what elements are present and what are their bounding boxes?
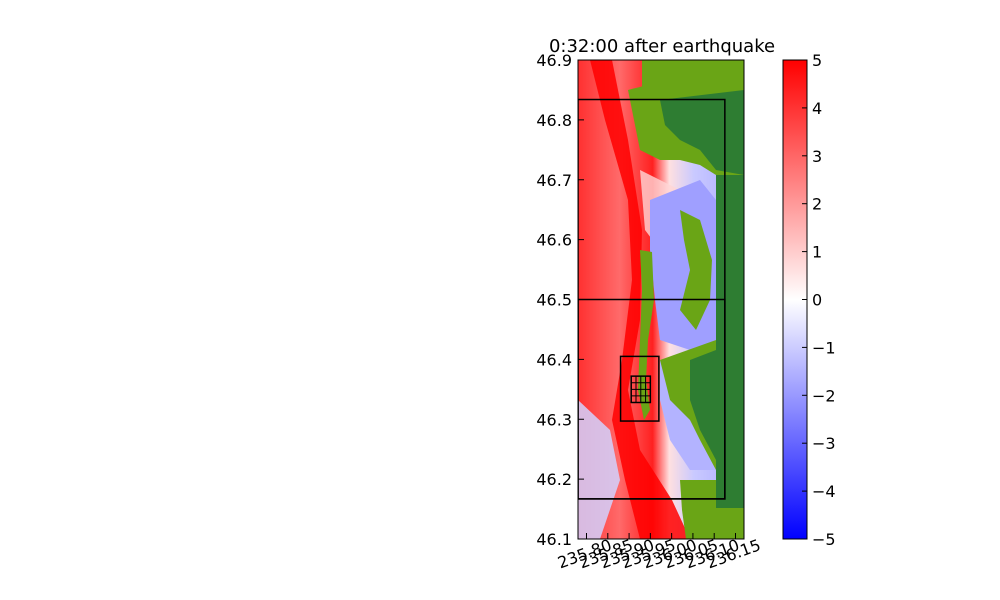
colorbar-tick-label: 2 xyxy=(812,195,822,214)
colorbar-tick-label: 0 xyxy=(812,291,822,310)
y-tick-label: 46.3 xyxy=(536,410,572,429)
y-tick-label: 46.6 xyxy=(536,231,572,250)
fine-grid xyxy=(631,376,651,403)
chart-title: 0:32:00 after earthquake xyxy=(549,36,775,57)
x-axis: 235.80235.85235.90235.95236.00236.05236.… xyxy=(555,533,763,572)
y-tick-label: 46.7 xyxy=(536,171,572,190)
colorbar-tick-label: −3 xyxy=(812,434,836,453)
refinement-region-2 xyxy=(578,298,726,500)
y-tick-label: 46.9 xyxy=(536,51,572,70)
colorbar-tick-label: 4 xyxy=(812,99,822,118)
colorbar-tick-label: −4 xyxy=(812,482,836,501)
land-coarse-bottom-dark xyxy=(716,480,744,508)
land-south-forest xyxy=(690,350,716,460)
colorbar-tick-label: 1 xyxy=(812,243,822,262)
land-long-beach xyxy=(638,250,654,420)
refinement-region-3 xyxy=(619,355,660,422)
colorbar-axis: 5 4 3 2 1 0 −1 −2 −3 −4 −5 xyxy=(802,51,836,549)
y-axis: 46.1 46.2 46.3 46.4 46.5 46.6 46.7 46.8 46.9 xyxy=(536,51,584,549)
colorbar-tick-label: 3 xyxy=(812,147,822,166)
land-north-forest xyxy=(660,90,744,175)
y-tick-label: 46.8 xyxy=(536,111,572,130)
colorbar-tick-label: 5 xyxy=(812,51,822,70)
colorbar-tick-label: −5 xyxy=(812,530,836,549)
y-tick-label: 46.2 xyxy=(536,470,572,489)
plot-area xyxy=(578,60,744,539)
y-tick-label: 46.5 xyxy=(536,291,572,310)
y-tick-label: 46.4 xyxy=(536,350,572,369)
trough-offshore xyxy=(578,400,620,539)
colorbar-tick-label: −1 xyxy=(812,338,836,357)
colorbar-tick-label: −2 xyxy=(812,386,836,405)
y-tick-label: 46.1 xyxy=(536,530,572,549)
land-coarse-top xyxy=(642,60,744,90)
